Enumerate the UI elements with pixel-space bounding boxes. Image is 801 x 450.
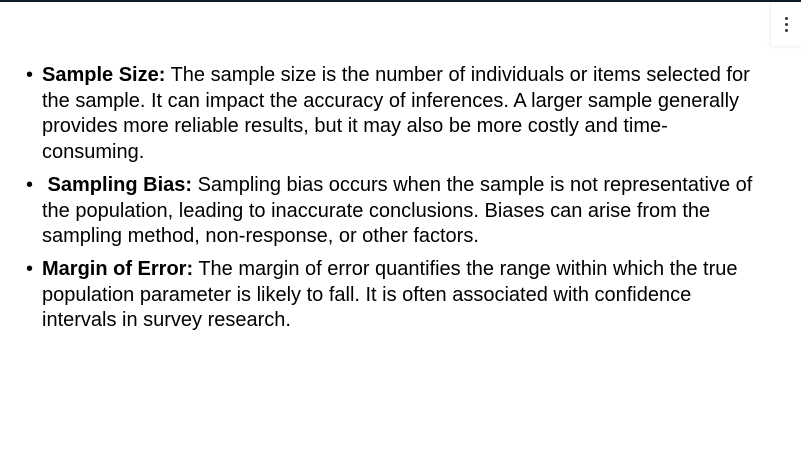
bullet-item-sample-size: • Sample Size: The sample size is the nu…: [26, 63, 761, 166]
bullet-term: Margin of Error:: [42, 257, 194, 280]
bullet-dot: •: [26, 64, 34, 86]
bullet-text: The margin of error quantifies the range…: [42, 257, 738, 332]
more-options-button[interactable]: [771, 2, 801, 46]
bullet-dot: •: [26, 173, 34, 196]
bullet-item-sampling-bias: • Sampling Bias: Sampling bias occurs wh…: [26, 173, 761, 250]
more-vertical-icon: [784, 16, 788, 32]
bullet-text: Sampling bias occurs when the sample is …: [42, 173, 753, 248]
top-border: [0, 0, 801, 2]
bullet-term: Sampling Bias:: [42, 173, 193, 196]
bullet-item-margin-of-error: • Margin of Error: The margin of error q…: [26, 257, 761, 334]
bullet-list: • Sample Size: The sample size is the nu…: [26, 63, 761, 341]
bullet-term: Sample Size:: [42, 64, 166, 86]
bullet-text: The sample size is the number of individ…: [42, 64, 750, 164]
bullet-dot: •: [26, 257, 34, 280]
